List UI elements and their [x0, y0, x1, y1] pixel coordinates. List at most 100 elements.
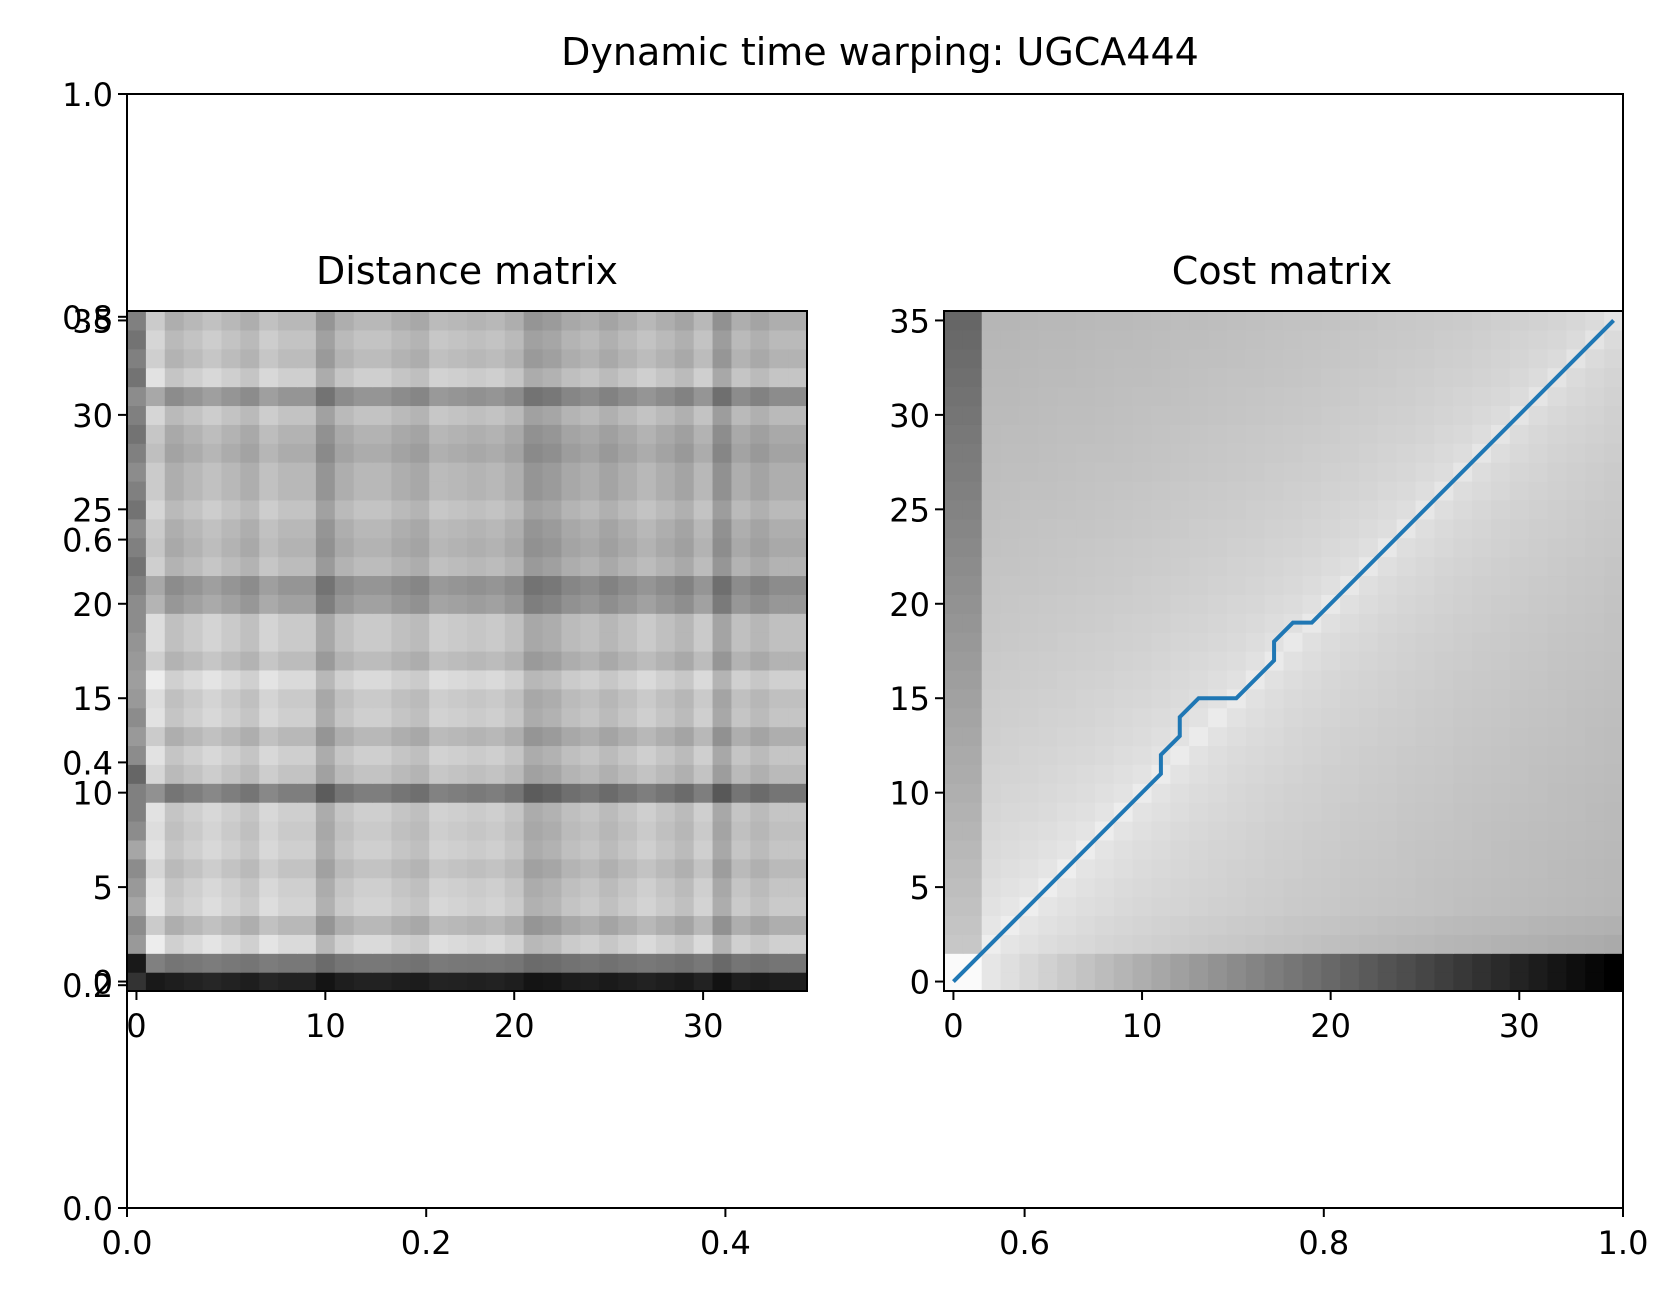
cost-cell	[944, 594, 964, 614]
cost-cell	[1377, 367, 1398, 388]
cost-cell	[1057, 311, 1077, 331]
cost-cell	[1472, 726, 1492, 747]
cost-cell	[1547, 953, 1568, 973]
distance-cell	[240, 707, 260, 728]
cost-cell	[1019, 953, 1039, 973]
cost-cell	[1057, 688, 1077, 709]
cost-cell	[1472, 424, 1492, 444]
cost-cell	[962, 499, 983, 520]
distance-cell	[504, 858, 525, 879]
dist-y-tick-label: 5	[93, 869, 113, 907]
cost-cell	[1377, 311, 1398, 331]
cost-cell	[944, 688, 964, 709]
cost-cell	[1340, 481, 1360, 501]
distance-cell	[504, 405, 525, 425]
cost-cell	[1094, 556, 1115, 577]
cost-cell	[1283, 632, 1303, 652]
cost-cell	[981, 707, 1002, 728]
cost-cell	[1547, 707, 1568, 728]
cost-cell	[1113, 613, 1134, 633]
cost-cell	[1566, 556, 1586, 577]
distance-cell	[504, 934, 525, 954]
distance-cell	[391, 821, 411, 841]
cost-cell	[1000, 481, 1021, 501]
distance-cell	[297, 594, 317, 614]
cost-cell	[1566, 764, 1586, 784]
distance-cell	[504, 972, 525, 992]
cost-cell	[1057, 462, 1077, 482]
cost-cell	[1302, 915, 1322, 935]
cost-cell	[1585, 707, 1605, 728]
distance-cell	[769, 651, 789, 671]
cost-cell	[1170, 915, 1190, 935]
cost-cell	[1415, 764, 1435, 784]
distance-cell	[429, 934, 449, 954]
distance-cell	[485, 934, 506, 954]
distance-cell	[429, 745, 449, 765]
distance-cell	[410, 594, 430, 614]
distance-cell	[145, 499, 166, 520]
distance-cell	[580, 632, 600, 652]
cost-cell	[1245, 632, 1266, 652]
distance-cell	[523, 386, 544, 407]
distance-cell	[693, 443, 714, 463]
distance-cell	[334, 953, 355, 973]
cost-cell	[1057, 594, 1077, 614]
cost-cell	[1509, 896, 1530, 917]
cost-cell	[1189, 669, 1209, 690]
cost-cell	[962, 783, 983, 803]
cost-cell	[1302, 329, 1322, 350]
distance-cell	[240, 745, 260, 765]
distance-cell	[788, 443, 808, 463]
distance-cell	[278, 594, 298, 614]
distance-cell	[542, 688, 563, 709]
cost-cell	[1283, 745, 1303, 765]
cost-cell	[1094, 443, 1115, 463]
distance-cell	[278, 802, 298, 822]
cost-cell	[1321, 877, 1341, 898]
cost-cell	[1396, 575, 1417, 595]
cost-cell	[1604, 726, 1624, 747]
distance-cell	[315, 972, 336, 992]
distance-cell	[410, 575, 430, 595]
distance-cell	[750, 669, 770, 690]
distance-cell	[353, 613, 374, 633]
distance-cell	[353, 443, 374, 463]
dist-y-tick-label: 15	[72, 680, 113, 718]
cost-cell	[1604, 915, 1624, 935]
distance-cell	[448, 537, 468, 558]
cost-cell	[1377, 443, 1398, 463]
distance-cell	[599, 367, 619, 388]
cost-cell	[1509, 311, 1530, 331]
cost-cell	[1208, 443, 1228, 463]
cost-cell	[1415, 896, 1435, 917]
cost-cell	[944, 915, 964, 935]
cost-cell	[1170, 802, 1190, 822]
cost-cell	[1264, 537, 1285, 558]
cost-cell	[1019, 518, 1039, 539]
distance-cell	[580, 858, 600, 879]
cost-cell	[1434, 877, 1454, 898]
distance-cell	[788, 537, 808, 558]
cost-cell	[962, 632, 983, 652]
cost-cell	[1264, 499, 1285, 520]
distance-cell	[259, 537, 279, 558]
distance-cell	[259, 386, 279, 407]
distance-cell	[315, 386, 336, 407]
cost-cell	[1189, 783, 1209, 803]
distance-cell	[504, 424, 525, 444]
distance-cell	[410, 764, 430, 784]
distance-cell	[769, 405, 789, 425]
cost-cell	[1358, 764, 1379, 784]
cost-cell	[1340, 348, 1360, 369]
distance-cell	[467, 594, 487, 614]
distance-cell	[259, 764, 279, 784]
cost-cell	[1226, 896, 1247, 917]
distance-cell	[580, 613, 600, 633]
distance-cell	[599, 443, 619, 463]
cost-cell	[1340, 594, 1360, 614]
cost-cell	[1434, 594, 1454, 614]
cost-cell	[981, 783, 1002, 803]
cost-cell	[1226, 934, 1247, 954]
cost-cell	[1245, 688, 1266, 709]
